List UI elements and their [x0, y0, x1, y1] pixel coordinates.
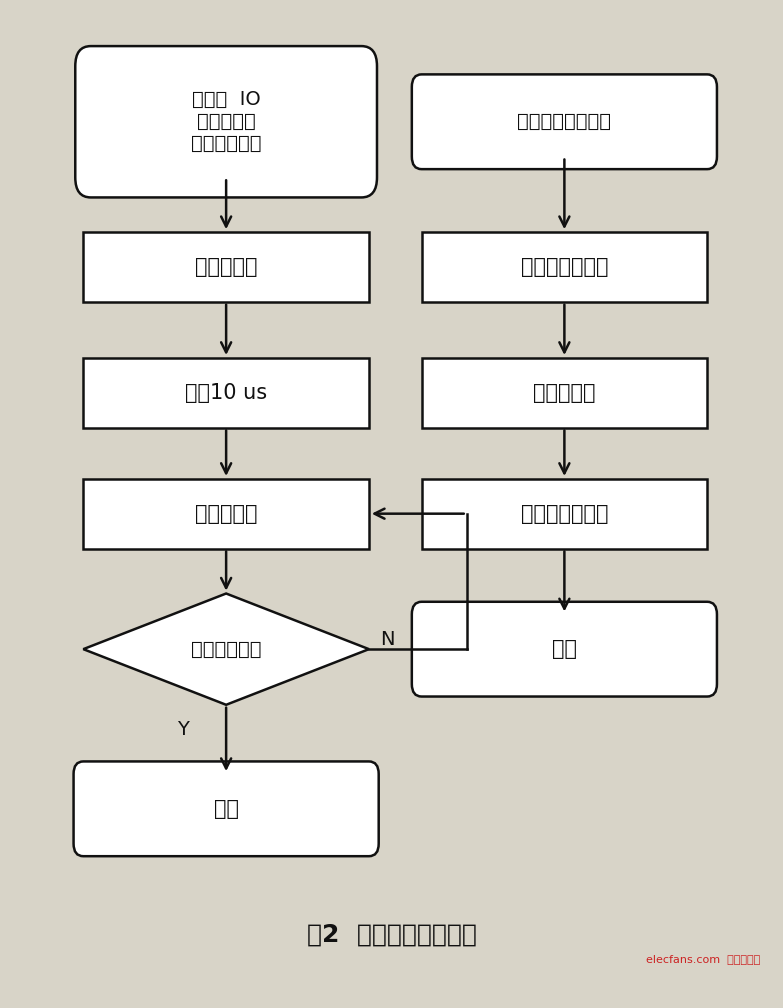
Bar	[83, 358, 369, 427]
Bar	[83, 479, 369, 548]
Text: elecfans.com  电子发烧友: elecfans.com 电子发烧友	[645, 954, 760, 964]
Text: 计算距离值: 计算距离值	[533, 383, 596, 403]
Bar	[421, 358, 707, 427]
Text: 读取定时器的值: 读取定时器的值	[521, 257, 608, 277]
Text: 清除中断标志位: 清除中断标志位	[521, 504, 608, 524]
Text: 初始化  IO
配置定时器
建立中断向量: 初始化 IO 配置定时器 建立中断向量	[191, 91, 262, 153]
Text: 打开超声波: 打开超声波	[195, 257, 258, 277]
Text: 图2  超声波测距流程图: 图2 超声波测距流程图	[307, 922, 476, 947]
FancyBboxPatch shape	[75, 46, 377, 198]
FancyBboxPatch shape	[412, 602, 717, 697]
Text: 定时器周期到: 定时器周期到	[191, 640, 262, 658]
Text: N: N	[381, 630, 395, 649]
Polygon shape	[83, 594, 369, 705]
Text: 打开定时器: 打开定时器	[195, 504, 258, 524]
Text: 返回: 返回	[552, 639, 577, 659]
FancyBboxPatch shape	[74, 761, 379, 856]
Bar	[83, 232, 369, 301]
Bar	[421, 479, 707, 548]
Text: 返回: 返回	[214, 798, 239, 818]
FancyBboxPatch shape	[412, 75, 717, 169]
Text: 激发10 us: 激发10 us	[185, 383, 267, 403]
Text: 外部中断处理程序: 外部中断处理程序	[518, 112, 612, 131]
Text: Y: Y	[177, 720, 189, 739]
Bar	[421, 232, 707, 301]
